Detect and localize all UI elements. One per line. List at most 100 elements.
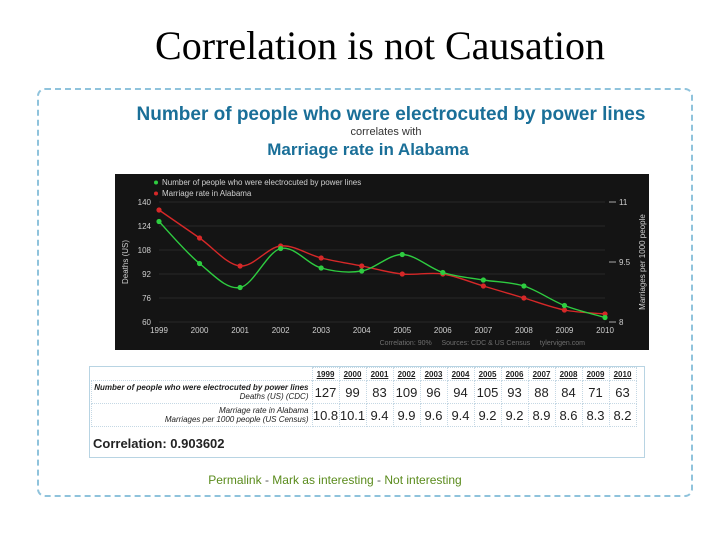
row-label-title: Number of people who were electrocuted b… — [94, 383, 309, 392]
data-point — [359, 268, 365, 274]
table-cell: 83 — [365, 380, 394, 404]
table-cell: 9.6 — [419, 403, 448, 427]
legend-marker — [154, 191, 158, 196]
data-point — [521, 295, 527, 301]
table-cell: 96 — [419, 380, 448, 404]
y-tick-label: 92 — [142, 270, 151, 279]
line-chart-svg: 60 76 92 108 124 140 8 9.5 11 1999 2000 2001 2002 200… — [115, 174, 649, 350]
chart-heading-connector: correlates with — [350, 126, 422, 138]
table-cell: 94 — [446, 380, 475, 404]
row-label-unit: Marriages per 1000 people (US Census) — [164, 415, 309, 424]
x-tick-label: 2006 — [434, 326, 452, 335]
table-cell: 10.8 — [311, 403, 340, 427]
year-header: 2001 — [365, 367, 394, 381]
y2-tick-label: 9.5 — [619, 258, 631, 267]
x-tick-label: 1999 — [150, 326, 168, 335]
x-tick-label: 2002 — [272, 326, 290, 335]
table-cell: 84 — [554, 380, 583, 404]
line-chart: 60 76 92 108 124 140 8 9.5 11 1999 2000 2001 2002 200… — [115, 174, 649, 350]
row-label-unit: Deaths (US) (CDC) — [239, 392, 309, 401]
year-header: 2008 — [554, 367, 583, 381]
x-tick-label: 2004 — [353, 326, 371, 335]
table-cell: 71 — [581, 380, 610, 404]
year-header: 2000 — [338, 367, 367, 381]
table-cell: 93 — [500, 380, 529, 404]
chart-heading-series-2: Marriage rate in Alabama — [267, 140, 469, 159]
data-point — [278, 245, 284, 252]
data-point — [318, 255, 324, 261]
data-point — [156, 218, 162, 225]
mark-interesting-link[interactable]: Mark as interesting — [272, 473, 374, 487]
x-tick-label: 2010 — [596, 326, 614, 335]
year-header: 2002 — [392, 367, 421, 381]
legend-label: Marriage rate in Alabama — [162, 189, 252, 198]
data-point — [399, 251, 405, 258]
table-cell: 8.2 — [608, 403, 637, 427]
chart-heading-series-1: Number of people who were electrocuted b… — [136, 104, 646, 125]
table-cell: 10.1 — [338, 403, 367, 427]
not-interesting-link[interactable]: Not interesting — [384, 473, 462, 487]
data-point — [602, 314, 608, 321]
table-cell: 105 — [473, 380, 502, 404]
legend-label: Number of people who were electrocuted b… — [162, 178, 361, 187]
table-cell: 9.2 — [473, 403, 502, 427]
table-row: Number of people who were electrocuted b… — [91, 380, 637, 404]
year-header: 2005 — [473, 367, 502, 381]
data-point — [521, 283, 527, 289]
data-point — [237, 284, 243, 291]
y-tick-label: 124 — [138, 222, 152, 231]
year-header: 1999 — [311, 367, 340, 381]
year-header: 2007 — [527, 367, 556, 381]
y2-axis-label: Marriages per 1000 people — [638, 214, 647, 310]
x-tick-label: 2005 — [393, 326, 411, 335]
y-axis-label: Deaths (US) — [121, 240, 130, 284]
x-tick-label: 2008 — [515, 326, 533, 335]
table-cell: 109 — [392, 380, 421, 404]
table-cell: 8.6 — [554, 403, 583, 427]
table-header-row: 1999 2000 2001 2002 2003 2004 2005 2006 … — [92, 367, 637, 381]
year-header: 2003 — [419, 367, 448, 381]
data-point — [399, 271, 405, 277]
series-line-1 — [158, 221, 606, 319]
table-cell: 8.3 — [581, 403, 610, 427]
year-header: 2009 — [581, 367, 610, 381]
x-tick-label: 2000 — [191, 326, 209, 335]
y-tick-label: 108 — [138, 246, 152, 255]
data-point — [561, 307, 568, 313]
table-cell: 9.9 — [392, 403, 421, 427]
series-line-2 — [158, 209, 606, 315]
x-tick-label: 2007 — [474, 326, 492, 335]
row-label-title: Marriage rate in Alabama — [218, 406, 309, 415]
year-header: 2010 — [608, 367, 637, 381]
y-tick-label: 76 — [142, 294, 151, 303]
x-tick-label: 2003 — [312, 326, 330, 335]
action-links: Permalink - Mark as interesting - Not in… — [39, 473, 691, 487]
data-point — [561, 302, 568, 309]
table-cell: 9.4 — [365, 403, 394, 427]
correlation-value: Correlation: 0.903602 — [93, 436, 225, 451]
table-cell: 8.9 — [527, 403, 556, 427]
data-point — [440, 269, 446, 276]
chart-card: Number of people who were electrocuted b… — [37, 88, 693, 497]
y2-tick-label: 8 — [619, 318, 624, 327]
permalink-link[interactable]: Permalink — [208, 473, 262, 487]
x-tick-label: 2009 — [556, 326, 574, 335]
table-corner — [92, 368, 313, 381]
x-tick-label: 2001 — [231, 326, 249, 335]
data-point — [196, 235, 203, 241]
table-cell: 127 — [311, 380, 340, 404]
row-label: Number of people who were electrocuted b… — [91, 380, 313, 404]
chart-footer: Correlation: 90% Sources: CDC & US Censu… — [380, 340, 586, 347]
data-point — [237, 263, 243, 269]
data-point — [318, 265, 324, 271]
data-table: 1999 2000 2001 2002 2003 2004 2005 2006 … — [91, 367, 637, 427]
year-header: 2004 — [446, 367, 475, 381]
legend-marker — [154, 180, 158, 185]
table-cell: 88 — [527, 380, 556, 404]
row-label: Marriage rate in Alabama Marriages per 10… — [91, 403, 313, 427]
data-point — [156, 207, 162, 213]
y-tick-label: 140 — [138, 198, 152, 207]
link-separator: - — [264, 473, 269, 487]
slide-title: Correlation is not Causation — [155, 23, 605, 68]
data-point — [480, 277, 486, 283]
